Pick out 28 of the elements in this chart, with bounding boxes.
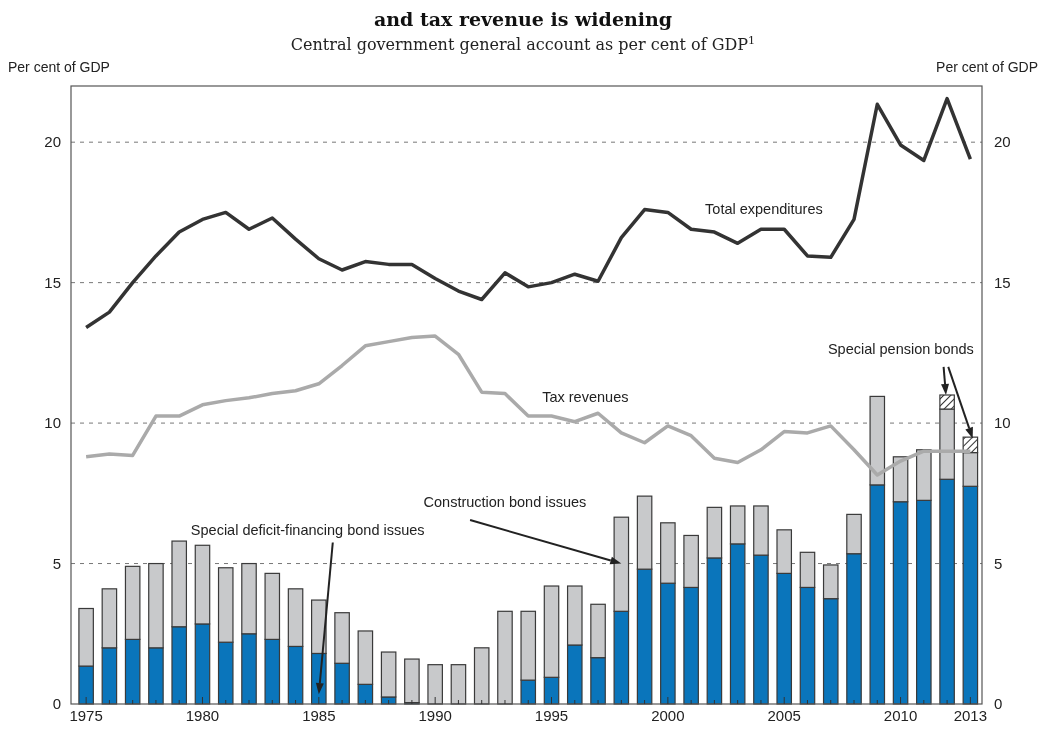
series-label: Total expenditures — [705, 200, 823, 217]
y-tick-label: 5 — [52, 554, 61, 572]
y-tick-label: 15 — [44, 273, 61, 291]
x-tick-label: 1990 — [418, 707, 452, 724]
y2-tick-label: 20 — [994, 133, 1011, 151]
x-tick-label: 2010 — [883, 707, 918, 724]
y-tick-label: 20 — [44, 133, 61, 151]
series-label: Construction bond issues — [423, 494, 587, 511]
x-tick-label: 2005 — [767, 707, 801, 724]
text: Special deficit-financing bond issues — [190, 522, 425, 539]
x-tick-label: 1975 — [69, 707, 103, 724]
y-tick-label: 0 — [52, 695, 61, 712]
chart-title: and tax revenue is widening — [373, 8, 673, 30]
y2-tick-label: 15 — [994, 273, 1011, 291]
series-label: Tax revenues — [542, 389, 629, 406]
y2-tick-label: 10 — [994, 414, 1011, 432]
x-tick-label: 1980 — [185, 707, 220, 724]
y2-tick-label: 0 — [994, 695, 1003, 712]
y-tick-label: 10 — [44, 414, 61, 432]
x-tick-label: 2000 — [651, 707, 685, 724]
x-tick-label: 1985 — [302, 707, 336, 724]
chart-subtitle: Central government general account as per cent of GDP$^{1}$ — [290, 33, 756, 54]
text: Special pension bonds — [827, 341, 974, 358]
x-tick-label: 2013 — [953, 707, 988, 724]
x-tick-label: 1995 — [534, 707, 569, 724]
y2-tick-label: 5 — [994, 554, 1003, 572]
y2-axis-title: Per cent of GDP — [936, 59, 1038, 75]
y-axis-title: Per cent of GDP — [8, 59, 110, 75]
